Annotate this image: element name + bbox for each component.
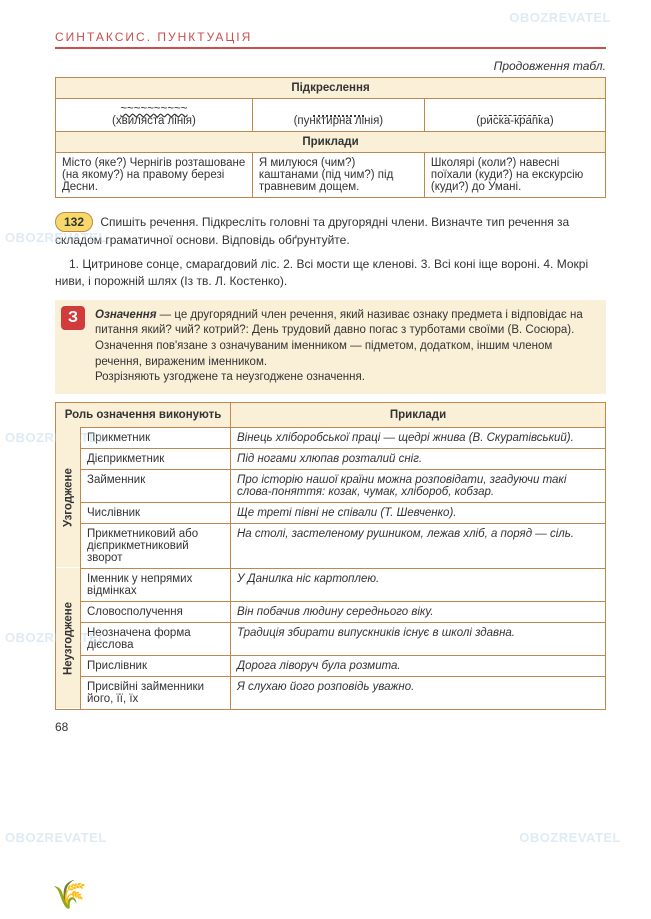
r1a: Прикметник: [81, 427, 231, 448]
tbl1-head-underline: Підкреслення: [56, 78, 606, 99]
r4b: Ще треті півні не співали (Т. Шевченко).: [231, 502, 606, 523]
tbl1-c1: Місто (яке?) Чернігів розташоване (на як…: [56, 153, 253, 198]
watermark: OBOZREVATEL: [519, 830, 621, 845]
tbl1-u3: (риска-крапка): [424, 99, 605, 132]
r10b: Я слухаю його розповідь уважно.: [231, 676, 606, 709]
r1b: Вінець хліборобської праці — щедрі жнива…: [231, 427, 606, 448]
def1: — це другорядний член речення, який нази…: [95, 309, 583, 337]
group-neuzgodzhene: Неузгоджене: [56, 568, 81, 709]
exercise-sentences: 1. Цитринове сонце, смарагдовий ліс. 2. …: [55, 256, 606, 290]
exercise-badge: 132: [55, 212, 93, 232]
r2b: Під ногами хлюпав розталий сніг.: [231, 448, 606, 469]
watermark: OBOZREVATEL: [509, 10, 611, 25]
r5b: На столі, застеленому рушником, лежав хл…: [231, 523, 606, 568]
tbl1-c3: Школярі (коли?) навесні поїхали (куди?) …: [424, 153, 605, 198]
r9b: Дорога ліворуч була розмита.: [231, 655, 606, 676]
term: Означення: [95, 309, 156, 321]
r7a: Словосполучення: [81, 601, 231, 622]
r2a: Дієприкметник: [81, 448, 231, 469]
r3b: Про історію нашої країни можна розповіда…: [231, 469, 606, 502]
r6a: Іменник у непрямих відмінках: [81, 568, 231, 601]
tbl1-head-examples: Приклади: [56, 132, 606, 153]
r10a: Присвійні займенники його, її, їх: [81, 676, 231, 709]
r4a: Числівник: [81, 502, 231, 523]
tbl1-u1: ~~~~~~~~~~(хвиляста лінія): [56, 99, 253, 132]
tbl1-c2: Я милуюся (чим?) каштанами (під чим?) пі…: [252, 153, 424, 198]
exercise-text: Спишіть речення. Підкресліть головні та …: [55, 215, 569, 247]
wheat-icon: 🌾: [52, 878, 87, 911]
tbl2-h1: Роль означення виконують: [56, 402, 231, 427]
r3a: Займенник: [81, 469, 231, 502]
table-underlines: Підкреслення ~~~~~~~~~~(хвиляста лінія) …: [55, 77, 606, 198]
def3: Розрізняють узгоджене та неузгоджене озн…: [95, 370, 596, 386]
r8b: Традиція збирати випускників існує в шко…: [231, 622, 606, 655]
r5a: Прикметниковий або дієприкметниковий зво…: [81, 523, 231, 568]
exercise-132: 132 Спишіть речення. Підкресліть головні…: [55, 212, 606, 248]
tbl2-h2: Приклади: [231, 402, 606, 427]
table-oznachennya-types: Роль означення виконують Приклади Узгодж…: [55, 402, 606, 710]
def2: Означення пов'язане з означуваним іменни…: [95, 339, 596, 370]
r6b: У Данилка ніс картоплею.: [231, 568, 606, 601]
tbl1-u2: (пунктирна лінія): [252, 99, 424, 132]
table-continuation: Продовження табл.: [55, 59, 606, 73]
r7b: Він побачив людину середнього віку.: [231, 601, 606, 622]
page-number: 68: [55, 720, 606, 734]
r9a: Прислівник: [81, 655, 231, 676]
watermark: OBOZREVATEL: [5, 830, 107, 845]
group-uzgodzhene: Узгоджене: [56, 427, 81, 568]
section-title: СИНТАКСИС. ПУНКТУАЦІЯ: [55, 30, 606, 49]
r8a: Неозначена форма дієслова: [81, 622, 231, 655]
info-box-oznachennya: Означення — це другорядний член речення,…: [55, 300, 606, 394]
